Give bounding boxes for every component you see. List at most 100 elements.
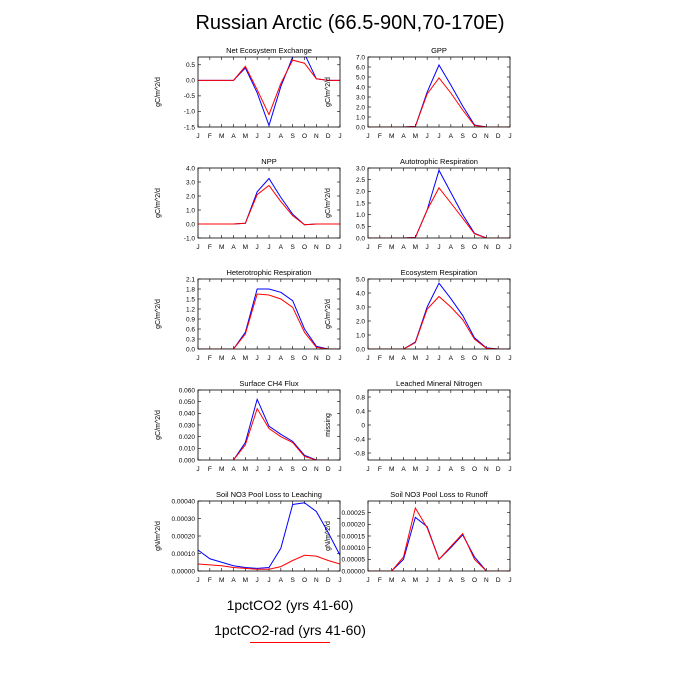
x-tick-label: S <box>460 577 465 584</box>
y-tick-label: 0.040 <box>179 411 196 418</box>
x-tick-label: M <box>243 577 248 584</box>
x-tick-label: M <box>243 466 248 473</box>
x-tick-label: S <box>460 244 465 251</box>
panel-4: Heterotrophic Respiration gC/m^2/d 0.0 0.3 0… <box>155 268 342 362</box>
x-tick-label: A <box>449 466 454 473</box>
x-tick-label: N <box>314 466 319 473</box>
x-tick-label: J <box>426 466 429 473</box>
y-tick-label: 2.0 <box>356 318 365 325</box>
x-tick-label: A <box>279 466 284 473</box>
y-tick-label: 0.050 <box>179 399 196 406</box>
plot-frame <box>197 500 341 572</box>
x-tick-label: J <box>426 133 429 140</box>
plot-frame <box>197 167 341 239</box>
x-tick-label: J <box>426 577 429 584</box>
y-tick-label: 1.2 <box>186 306 195 313</box>
x-tick-label: J <box>196 466 199 473</box>
x-tick-label: A <box>279 244 284 251</box>
series-line-exp1 <box>368 169 510 238</box>
y-tick-label: 0.5 <box>186 62 195 69</box>
y-tick-label: 2.0 <box>356 189 365 196</box>
plot-frame <box>367 278 511 350</box>
x-tick-label: J <box>267 133 270 140</box>
x-tick-label: J <box>267 466 270 473</box>
y-tick-label: 2.0 <box>186 193 195 200</box>
x-tick-label: A <box>231 355 236 362</box>
x-tick-label: F <box>378 577 382 584</box>
x-tick-label: M <box>243 133 248 140</box>
y-tick-label: 0.0 <box>186 346 195 353</box>
y-tick-label: 2.5 <box>356 177 365 184</box>
y-tick-label: 0.0 <box>356 346 365 353</box>
plot-frame <box>197 278 341 350</box>
y-tick-label: 0.00030 <box>172 516 196 523</box>
x-tick-label: O <box>472 577 477 584</box>
x-tick-label: M <box>413 244 418 251</box>
panel-title: NPP <box>261 157 276 166</box>
y-tick-label: 0.0 <box>356 124 365 131</box>
x-tick-label: J <box>338 133 341 140</box>
y-tick-label: 0.0 <box>356 235 365 242</box>
x-tick-label: J <box>267 577 270 584</box>
x-tick-label: N <box>314 355 319 362</box>
panel-6: Surface CH4 Flux gC/m^2/d 0.000 0.010 0.020 0… <box>155 379 342 473</box>
x-tick-label: J <box>437 244 440 251</box>
y-tick-label: 0.010 <box>179 446 196 453</box>
x-tick-label: D <box>326 133 331 140</box>
series-line-exp1 <box>233 397 329 460</box>
x-tick-label: A <box>279 133 284 140</box>
x-tick-label: A <box>449 133 454 140</box>
y-tick-label: 0.6 <box>186 326 195 333</box>
x-tick-label: J <box>267 244 270 251</box>
y-tick-label: 0.030 <box>179 422 196 429</box>
series-line-exp1 <box>368 282 510 349</box>
x-tick-label: M <box>219 577 224 584</box>
series-line-exp1 <box>198 502 340 569</box>
x-tick-label: M <box>413 133 418 140</box>
y-tick-label: 0.00020 <box>172 533 196 540</box>
x-tick-label: J <box>508 355 511 362</box>
y-tick-label: 0.00000 <box>172 568 196 575</box>
x-tick-label: N <box>484 355 489 362</box>
y-tick-label: 2.0 <box>356 104 365 111</box>
x-tick-label: J <box>267 355 270 362</box>
y-tick-label: -0.5 <box>184 93 196 100</box>
y-tick-label: 1.8 <box>186 286 195 293</box>
x-tick-label: J <box>366 466 369 473</box>
x-tick-label: F <box>208 244 212 251</box>
y-tick-label: 0.0 <box>186 221 195 228</box>
x-tick-label: J <box>437 466 440 473</box>
y-axis-label: gC/m^2/d <box>155 299 162 329</box>
series-line-exp2 <box>368 186 510 238</box>
y-tick-label: 0.9 <box>186 316 195 323</box>
x-tick-label: J <box>256 244 259 251</box>
x-tick-label: O <box>472 133 477 140</box>
x-tick-label: J <box>366 577 369 584</box>
y-tick-label: 0.0 <box>186 78 195 85</box>
panel-title: GPP <box>431 46 447 55</box>
x-tick-label: J <box>508 466 511 473</box>
plot-frame <box>367 389 511 461</box>
x-tick-label: N <box>484 133 489 140</box>
panel-9: Soil NO3 Pool Loss to Runoff gN/m^2/d 0.00… <box>325 490 512 584</box>
y-tick-label: 3.0 <box>356 94 365 101</box>
x-tick-label: J <box>508 244 511 251</box>
x-tick-label: J <box>338 466 341 473</box>
panel-5: Ecosystem Respiration gC/m^2/d 0.0 1.0 2.0 3.… <box>325 268 512 362</box>
x-tick-label: N <box>314 133 319 140</box>
x-tick-label: N <box>314 577 319 584</box>
plot-frame <box>367 56 511 128</box>
y-tick-label: -1.5 <box>184 124 196 131</box>
legend-exp2-swatch <box>250 642 330 643</box>
series-line-exp2 <box>368 506 510 571</box>
y-tick-label: 0.00025 <box>342 510 366 517</box>
x-tick-label: A <box>279 577 284 584</box>
x-tick-label: A <box>449 577 454 584</box>
series-line-exp2 <box>198 293 340 349</box>
y-tick-label: 0.00010 <box>342 545 366 552</box>
x-tick-label: A <box>231 244 236 251</box>
x-tick-label: S <box>460 133 465 140</box>
y-tick-label: -0.8 <box>354 450 366 457</box>
x-tick-label: F <box>378 466 382 473</box>
